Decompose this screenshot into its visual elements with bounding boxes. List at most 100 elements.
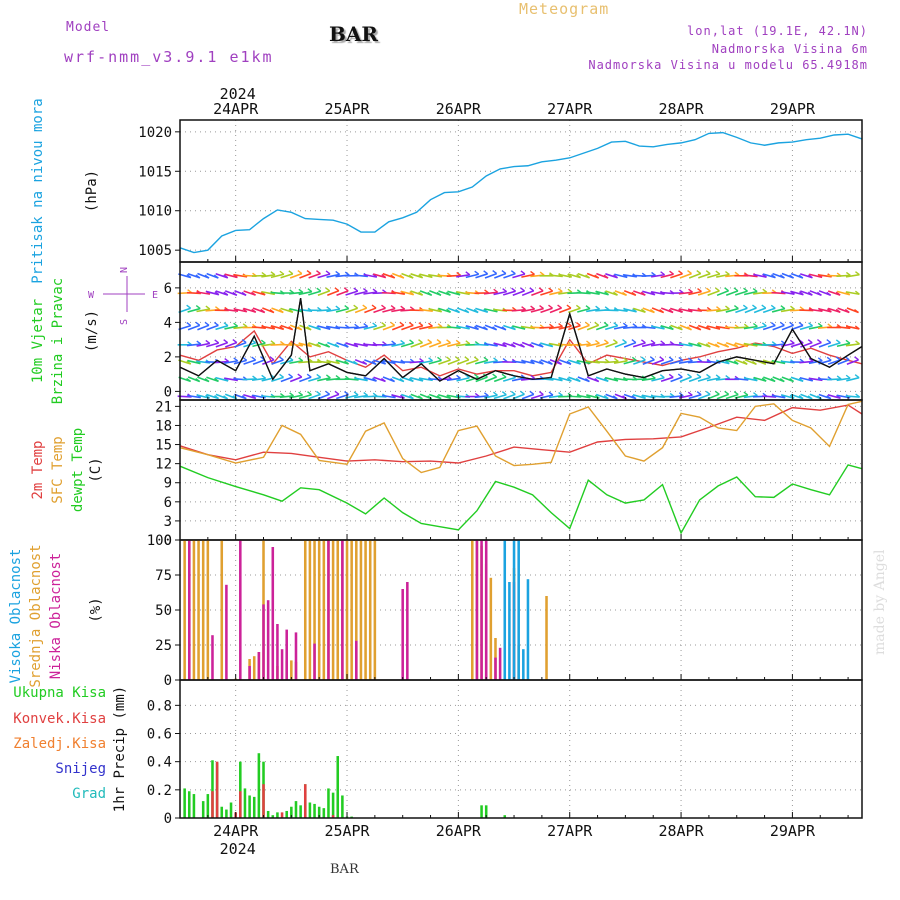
wind-arrow-head: [771, 274, 776, 279]
wind-arrow-head: [687, 391, 693, 396]
wind-arrow: [466, 359, 479, 365]
wind-arrow-head: [492, 373, 498, 378]
wind-arrow-head: [770, 377, 776, 382]
wind-arrow-head: [196, 340, 202, 345]
wind-arrow: [743, 290, 758, 296]
wind-arrow-head: [724, 390, 730, 395]
wind-arrow: [753, 325, 767, 330]
wind-arrow: [197, 324, 210, 331]
wind-arrow-head: [668, 308, 674, 314]
wind-arrow-head: [715, 270, 721, 275]
wind-arrow-head: [538, 287, 544, 292]
wind-arrow: [595, 324, 609, 331]
wind-arrow: [836, 342, 851, 348]
wind-arrow-head: [844, 308, 850, 314]
wind-arrow-head: [798, 321, 804, 327]
wind-arrow-head: [603, 377, 609, 382]
wind-arrow: [344, 377, 359, 381]
top-day-label: 28APR: [658, 100, 704, 118]
wind-arrow-head: [325, 270, 331, 275]
wind-arrow-head: [232, 291, 238, 296]
wind-arrow-head: [613, 322, 619, 327]
wind-arrow-head: [649, 356, 655, 361]
wind-arrow-head: [213, 274, 219, 279]
wind-arrow: [725, 359, 739, 365]
wind-arrow-head: [641, 339, 646, 344]
wind-arrow: [614, 341, 627, 348]
wind-arrow-head: [613, 291, 618, 296]
wind-arrow: [502, 376, 516, 382]
wind-arrow-head: [260, 339, 266, 344]
wind-arrow-head: [511, 287, 517, 292]
wind-arrow: [261, 325, 275, 330]
bar: [498, 647, 502, 680]
wind-arrow: [345, 342, 359, 348]
bar: [211, 635, 214, 680]
wind-arrow-head: [790, 305, 795, 310]
wind-arrow: [771, 291, 786, 295]
wind-arrow: [827, 307, 841, 314]
wind-arrow-head: [399, 377, 405, 383]
wind-arrow-head: [548, 304, 553, 309]
wind-arrow: [373, 307, 386, 314]
wind-arrow-head: [799, 306, 805, 311]
wind-arrow: [743, 342, 758, 347]
wind-arrow: [493, 342, 507, 348]
wind-arrow: [809, 341, 822, 348]
wind-arrow-head: [669, 392, 675, 398]
bottom-year-label: 2024: [220, 840, 256, 858]
wind-arrow: [456, 273, 470, 278]
series-line-1: [179, 400, 863, 474]
wind-arrow: [837, 359, 850, 366]
wind-arrow: [289, 342, 303, 347]
wind-arrow: [716, 359, 730, 365]
wind-arrow-head: [251, 291, 256, 296]
wind-arrow: [438, 359, 451, 365]
bar: [188, 791, 191, 818]
wind-arrow-head: [826, 308, 832, 313]
wind-arrow: [641, 274, 656, 277]
bar: [508, 582, 511, 680]
wind-arrow: [483, 342, 498, 347]
wind-arrow: [289, 291, 303, 295]
wind-arrow: [716, 308, 730, 313]
bar: [201, 540, 205, 680]
wind-arrow: [316, 360, 331, 364]
wind-arrow: [623, 359, 637, 365]
wind-arrow: [484, 308, 498, 313]
wind-arrow: [316, 308, 331, 312]
bar: [248, 666, 251, 680]
bar: [220, 806, 224, 818]
wind-arrow: [308, 290, 321, 296]
wind-arrow: [531, 290, 544, 296]
wind-arrow: [354, 290, 368, 296]
wind-arrow: [670, 376, 683, 383]
wind-arrow-head: [316, 343, 322, 348]
wind-arrow: [344, 326, 359, 329]
wind-arrow-head: [696, 326, 702, 331]
wind-arrow-head: [705, 390, 711, 395]
wind-arrow-head: [780, 305, 786, 310]
bar: [183, 540, 186, 680]
bar: [303, 540, 307, 680]
wind-arrow: [512, 393, 525, 400]
wind-arrow: [446, 377, 461, 382]
wind-arrow: [632, 378, 647, 381]
wind-arrow-head: [251, 356, 257, 361]
wind-arrow: [271, 359, 284, 365]
wind-arrow-head: [640, 356, 646, 361]
wind-arrow: [428, 308, 442, 313]
wind-arrow-head: [195, 274, 201, 279]
wind-arrow-head: [761, 304, 767, 309]
wind-arrow: [465, 324, 479, 331]
wind-arrow-head: [502, 288, 508, 293]
wind-arrow: [539, 326, 554, 329]
wind-arrow-head: [752, 360, 757, 365]
wind-arrow-head: [651, 271, 656, 276]
wind-arrow: [456, 359, 470, 366]
wind-arrow: [577, 324, 590, 331]
bar: [327, 788, 330, 818]
bar: [239, 761, 242, 818]
wind-arrow: [483, 291, 498, 295]
wind-arrow: [270, 325, 284, 331]
